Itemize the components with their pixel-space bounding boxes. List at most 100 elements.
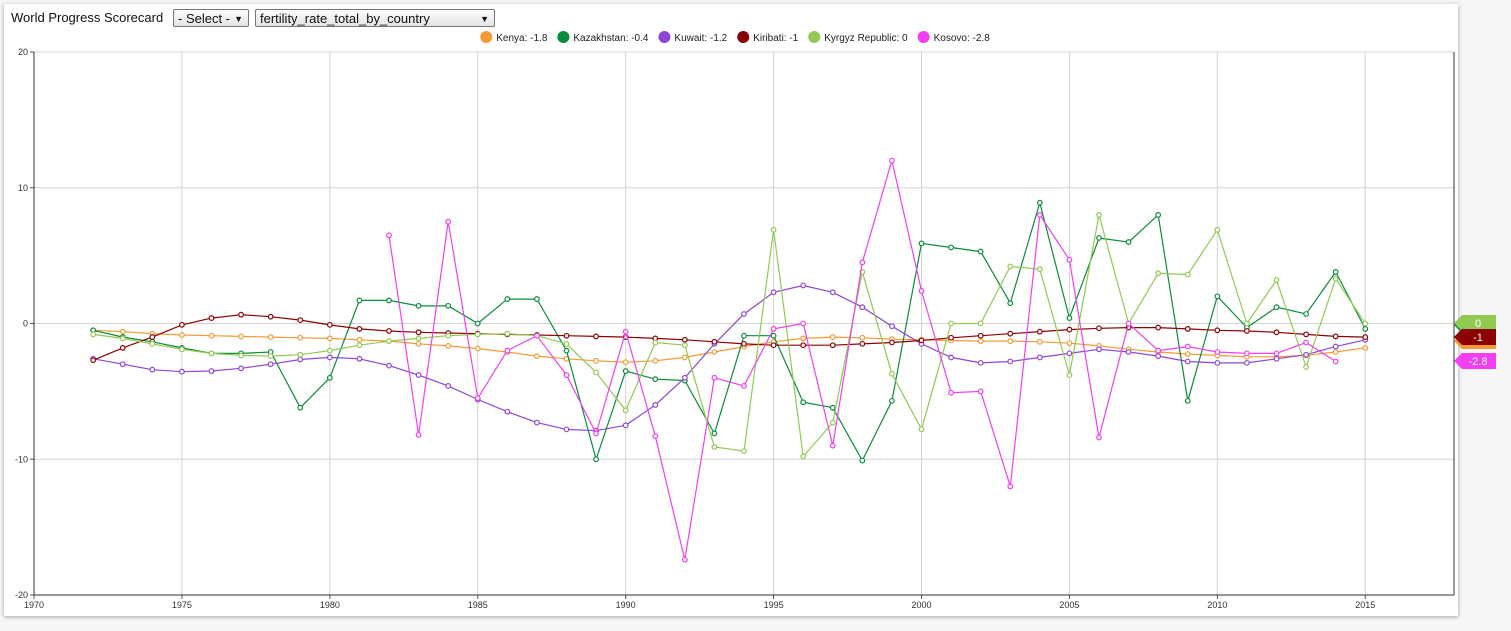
- data-point: [622, 422, 629, 429]
- data-point: [179, 346, 185, 353]
- data-point: [326, 335, 333, 342]
- data-point: [652, 357, 659, 364]
- end-labels: -0.4-1.2-1.80-1-2.8: [1454, 315, 1496, 369]
- data-point: [1244, 350, 1250, 357]
- data-point: [800, 335, 807, 342]
- data-point: [918, 337, 925, 344]
- data-point: [415, 372, 422, 378]
- data-point: [238, 352, 244, 359]
- data-point: [889, 339, 895, 346]
- data-point: [770, 289, 777, 296]
- data-point: [1362, 334, 1369, 340]
- data-point: [652, 433, 659, 440]
- data-point: [1125, 239, 1132, 245]
- data-point: [1273, 304, 1280, 311]
- end-value-tag-bg: [1454, 315, 1496, 331]
- data-point: [652, 376, 659, 383]
- data-point: [267, 334, 274, 340]
- data-point: [415, 335, 422, 342]
- data-point: [386, 338, 392, 345]
- series-line: [93, 200, 1366, 462]
- data-point: [1362, 345, 1369, 351]
- data-point: [977, 248, 984, 255]
- end-value-tag-label: -2.8: [1469, 356, 1488, 368]
- data-point: [326, 354, 333, 361]
- data-point: [1125, 320, 1132, 327]
- data-point: [1184, 397, 1191, 404]
- data-point: [1066, 326, 1073, 333]
- country-select[interactable]: - Select - ▼: [173, 9, 249, 27]
- data-point: [889, 397, 895, 404]
- data-point: [238, 365, 244, 372]
- legend-label: Kuwait: -1.2: [674, 33, 727, 44]
- data-point: [1362, 320, 1369, 327]
- data-point: [741, 448, 747, 455]
- data-point: [800, 282, 807, 289]
- end-value-tag-bg: [1454, 329, 1496, 345]
- legend-label: Kazakhstan: -0.4: [573, 33, 648, 44]
- data-point: [948, 389, 954, 396]
- series-line: [93, 329, 1366, 363]
- data-point: [238, 311, 244, 318]
- data-point: [267, 313, 274, 320]
- data-point: [977, 332, 984, 339]
- x-tick-label: 2015: [1355, 600, 1375, 610]
- data-point: [1155, 353, 1162, 359]
- data-point: [593, 456, 599, 463]
- data-point: [800, 320, 807, 327]
- data-point: [1214, 327, 1221, 334]
- data-point: [297, 351, 304, 358]
- data-point: [711, 338, 718, 345]
- x-tick-label: 1995: [764, 600, 784, 610]
- data-point: [504, 347, 511, 354]
- data-point: [179, 321, 185, 328]
- indicator-select[interactable]: fertility_rate_total_by_country ▼: [255, 9, 495, 27]
- data-point: [711, 349, 718, 355]
- x-tick-label: 2000: [911, 600, 931, 610]
- data-point: [297, 334, 304, 341]
- data-point: [859, 334, 866, 341]
- data-point: [1007, 338, 1014, 345]
- chart-panel: World Progress Scorecard - Select - ▼ fe…: [4, 4, 1458, 616]
- data-point: [1273, 329, 1280, 336]
- data-point: [149, 366, 156, 373]
- data-point: [741, 311, 747, 317]
- legend-label: Kyrgyz Republic: 0: [824, 33, 908, 44]
- data-point: [1303, 331, 1309, 338]
- y-tick-label: 0: [23, 319, 28, 329]
- legend-swatch: [480, 31, 493, 43]
- data-point: [1036, 266, 1043, 273]
- data-point: [1332, 269, 1339, 275]
- data-point: [267, 353, 274, 359]
- data-point: [918, 240, 925, 247]
- data-point: [1007, 263, 1014, 270]
- end-value-tag-label: 0: [1475, 318, 1481, 330]
- data-point: [445, 332, 452, 339]
- data-point: [297, 356, 304, 363]
- data-point: [741, 332, 747, 339]
- y-tick-label: 10: [18, 183, 28, 193]
- legend-label: Kenya: -1.8: [496, 33, 548, 44]
- data-point: [356, 342, 363, 349]
- data-point: [1332, 275, 1339, 282]
- data-point: [1273, 277, 1280, 283]
- data-point: [297, 404, 304, 411]
- data-point: [445, 342, 452, 349]
- legend-item: Kyrgyz Republic: 0: [808, 31, 908, 44]
- data-point: [1066, 372, 1073, 378]
- data-point: [918, 288, 925, 294]
- data-point: [1273, 350, 1280, 357]
- data-point: [415, 302, 422, 309]
- legend-swatch: [658, 31, 671, 43]
- series-group: [90, 157, 1369, 563]
- data-point: [1362, 326, 1369, 332]
- x-tick-label: 2010: [1207, 600, 1227, 610]
- data-point: [326, 347, 333, 354]
- data-point: [1155, 211, 1162, 218]
- data-point: [563, 426, 570, 433]
- data-point: [829, 289, 836, 296]
- data-point: [504, 296, 511, 302]
- data-point: [741, 383, 747, 389]
- data-point: [1332, 343, 1339, 350]
- data-point: [238, 333, 244, 340]
